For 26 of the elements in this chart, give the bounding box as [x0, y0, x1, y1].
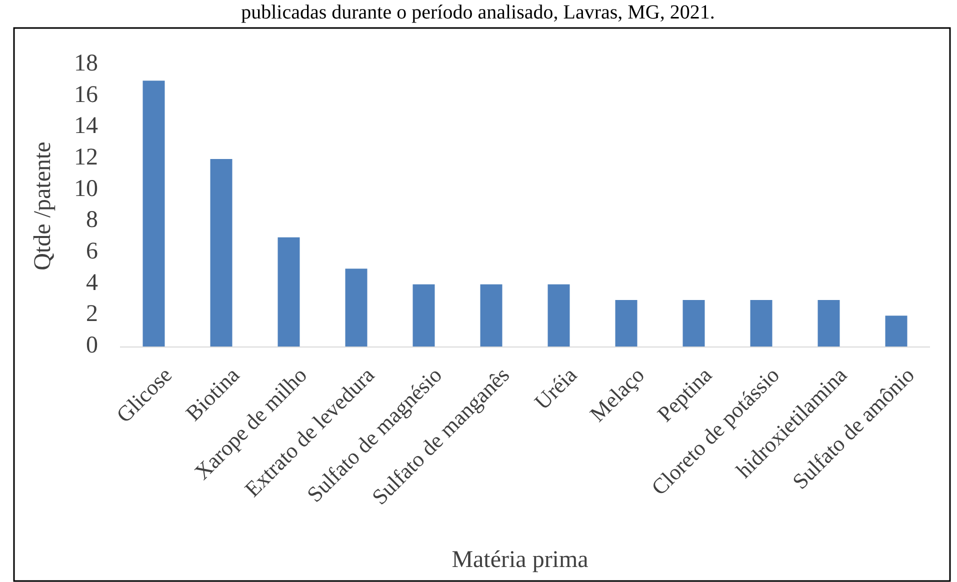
y-tick-label: 0	[86, 332, 98, 359]
y-tick-label: 10	[74, 176, 98, 202]
bar	[210, 159, 232, 347]
y-tick-label: 6	[86, 238, 98, 265]
y-tick-label: 18	[74, 50, 98, 77]
bar	[682, 300, 705, 347]
x-tick-label: Uréia	[529, 362, 582, 414]
bar	[345, 268, 368, 347]
y-tick-label: 12	[74, 144, 98, 171]
bar	[818, 300, 840, 347]
y-tick-label: 2	[86, 301, 98, 328]
y-tick-label: 14	[74, 113, 98, 140]
bar	[750, 300, 772, 347]
bar	[548, 284, 570, 347]
y-tick-label: 4	[86, 270, 98, 296]
bar	[480, 284, 502, 347]
bar	[142, 80, 165, 347]
bar	[278, 237, 300, 347]
y-tick-label: 8	[86, 207, 98, 234]
x-axis-title: Matéria prima	[452, 547, 589, 573]
chart-title: publicadas durante o período analisado, Lavras, MG, 2021.	[241, 2, 715, 24]
y-tick-label: 16	[74, 82, 98, 108]
bar	[885, 316, 908, 347]
y-axis-title: Qtde /patente	[30, 142, 56, 270]
bar	[615, 300, 638, 347]
bar	[412, 284, 435, 347]
